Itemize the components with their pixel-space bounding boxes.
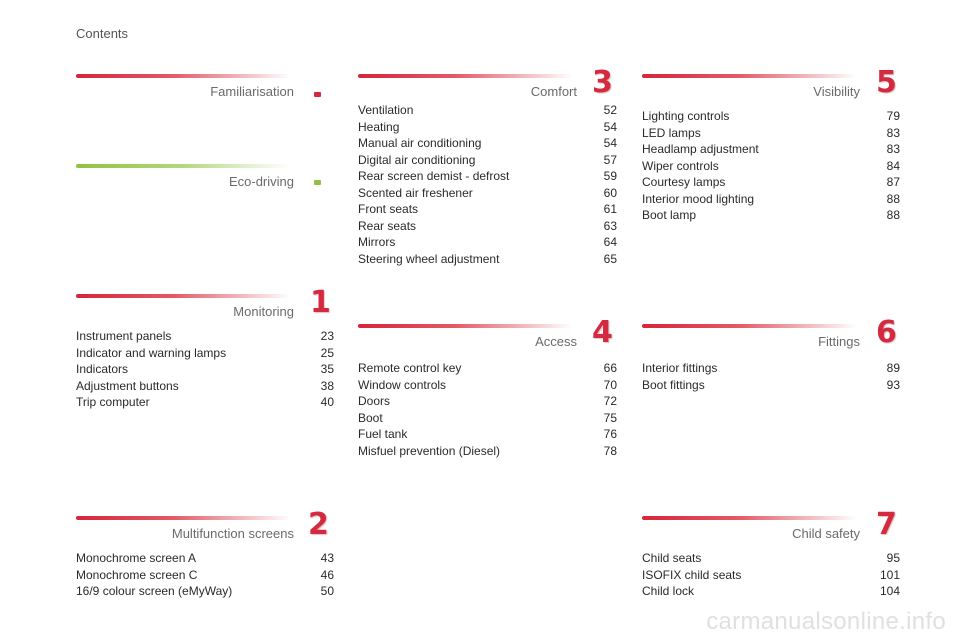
section-title[interactable]: Monitoring	[233, 304, 294, 319]
toc-entry[interactable]: Remote control key 66	[358, 361, 617, 375]
section-divider	[642, 324, 857, 328]
section-title[interactable]: Eco-driving	[228, 174, 294, 189]
toc-entry[interactable]: Child seats 95	[642, 551, 900, 565]
section-title[interactable]: Familiarisation	[210, 84, 294, 99]
section-title[interactable]: Visibility	[813, 84, 860, 99]
toc-entry[interactable]: Instrument panels 23	[76, 329, 334, 343]
toc-entry[interactable]: Headlamp adjustment 83	[642, 142, 900, 156]
toc-entry[interactable]: Interior fittings 89	[642, 361, 900, 375]
toc-entry[interactable]: Manual air conditioning 54	[358, 136, 617, 150]
toc-list: Ventilation 52 Heating 54 Manual air condi…	[358, 102, 617, 267]
section-number: 7	[876, 507, 897, 542]
section-familiarisation: Familiarisation	[76, 74, 334, 114]
section-fittings: Fittings 6 Interior fittings 89 Boot fitt…	[642, 318, 900, 393]
section-access: Access 4 Remote control key 66 Window con…	[358, 318, 617, 459]
toc-entry[interactable]: Front seats 61	[358, 202, 617, 216]
toc-entry[interactable]: Monochrome screen A 43	[76, 551, 334, 565]
watermark: carmanualsonline.info	[706, 608, 946, 635]
section-marker-icon	[314, 180, 321, 185]
section-divider	[642, 516, 857, 520]
section-comfort: Comfort 3 Ventilation 52 Heating 54 Manual…	[358, 68, 617, 267]
section-divider	[76, 516, 291, 520]
section-title[interactable]: Access	[535, 334, 577, 349]
page-title: Contents	[76, 26, 129, 41]
toc-list: Interior fittings 89 Boot fittings 93	[642, 360, 900, 393]
section-number: 1	[310, 285, 331, 320]
section-divider	[642, 74, 857, 78]
toc-entry[interactable]: Doors 72	[358, 394, 617, 408]
toc-entry[interactable]: Monochrome screen C 46	[76, 567, 334, 582]
section-visibility: Visibility 5 Lighting controls 79 LED lam…	[642, 68, 900, 224]
toc-entry[interactable]: Courtesy lamps 87	[642, 175, 900, 189]
toc-entry[interactable]: Misfuel prevention (Diesel) 78	[358, 443, 617, 458]
toc-entry[interactable]: Indicators 35	[76, 362, 334, 376]
toc-entry[interactable]: ISOFIX child seats 101	[642, 567, 900, 582]
section-divider	[76, 294, 291, 298]
toc-entry[interactable]: Wiper controls 84	[642, 158, 900, 173]
section-child-safety: Child safety 7 Child seats 95 ISOFIX chil…	[642, 510, 900, 600]
toc-entry[interactable]: Lighting controls 79	[642, 109, 900, 123]
toc-entry[interactable]: Boot 75	[358, 410, 617, 425]
section-divider	[76, 74, 291, 78]
toc-entry[interactable]: Child lock 104	[642, 584, 900, 598]
section-number: 5	[876, 65, 897, 100]
section-divider	[358, 324, 573, 328]
section-number: 4	[592, 315, 613, 350]
section-number: 3	[592, 65, 613, 100]
toc-entry[interactable]: Indicator and warning lamps 25	[76, 345, 334, 360]
toc-list: Lighting controls 79 LED lamps 83 Headlamp…	[642, 108, 900, 224]
toc-entry[interactable]: Interior mood lighting 88	[642, 191, 900, 206]
toc-entry[interactable]: Rear screen demist - defrost 59	[358, 169, 617, 183]
toc-entry[interactable]: Heating 54	[358, 119, 617, 134]
toc-list: Monochrome screen A 43 Monochrome screen …	[76, 550, 334, 600]
toc-entry[interactable]: Fuel tank 76	[358, 427, 617, 441]
section-divider	[76, 164, 291, 168]
toc-entry[interactable]: Adjustment buttons 38	[76, 378, 334, 393]
toc-entry[interactable]: Rear seats 63	[358, 218, 617, 233]
toc-entry[interactable]: Window controls 70	[358, 377, 617, 392]
section-number: 6	[876, 315, 897, 350]
toc-list: Remote control key 66 Window controls 70 D…	[358, 360, 617, 459]
toc-entry[interactable]: Trip computer 40	[76, 395, 334, 409]
section-title[interactable]: Child safety	[792, 526, 860, 541]
toc-entry[interactable]: Steering wheel adjustment 65	[358, 251, 617, 266]
section-divider	[358, 74, 573, 78]
section-title[interactable]: Comfort	[530, 84, 577, 99]
toc-entry[interactable]: Scented air freshener 60	[358, 185, 617, 200]
toc-entry[interactable]: Boot fittings 93	[642, 377, 900, 392]
toc-entry[interactable]: Digital air conditioning 57	[358, 152, 617, 167]
section-marker-icon	[314, 92, 321, 97]
toc-list: Instrument panels 23 Indicator and warnin…	[76, 328, 334, 411]
section-title[interactable]: Fittings	[818, 334, 860, 349]
section-title[interactable]: Multifunction screens	[171, 526, 294, 541]
toc-entry[interactable]: Ventilation 52	[358, 103, 617, 117]
section-eco-driving: Eco-driving	[76, 164, 334, 204]
section-multifunction-screens: Multifunction screens 2 Monochrome scree…	[76, 510, 334, 600]
toc-entry[interactable]: Boot lamp 88	[642, 208, 900, 222]
toc-entry[interactable]: 16/9 colour screen (eMyWay) 50	[76, 584, 334, 598]
section-number: 2	[308, 507, 329, 542]
toc-list: Child seats 95 ISOFIX child seats 101 Chil…	[642, 550, 900, 600]
section-monitoring: Monitoring 1 Instrument panels 23 Indicat…	[76, 288, 334, 411]
toc-entry[interactable]: LED lamps 83	[642, 125, 900, 140]
toc-entry[interactable]: Mirrors 64	[358, 235, 617, 249]
